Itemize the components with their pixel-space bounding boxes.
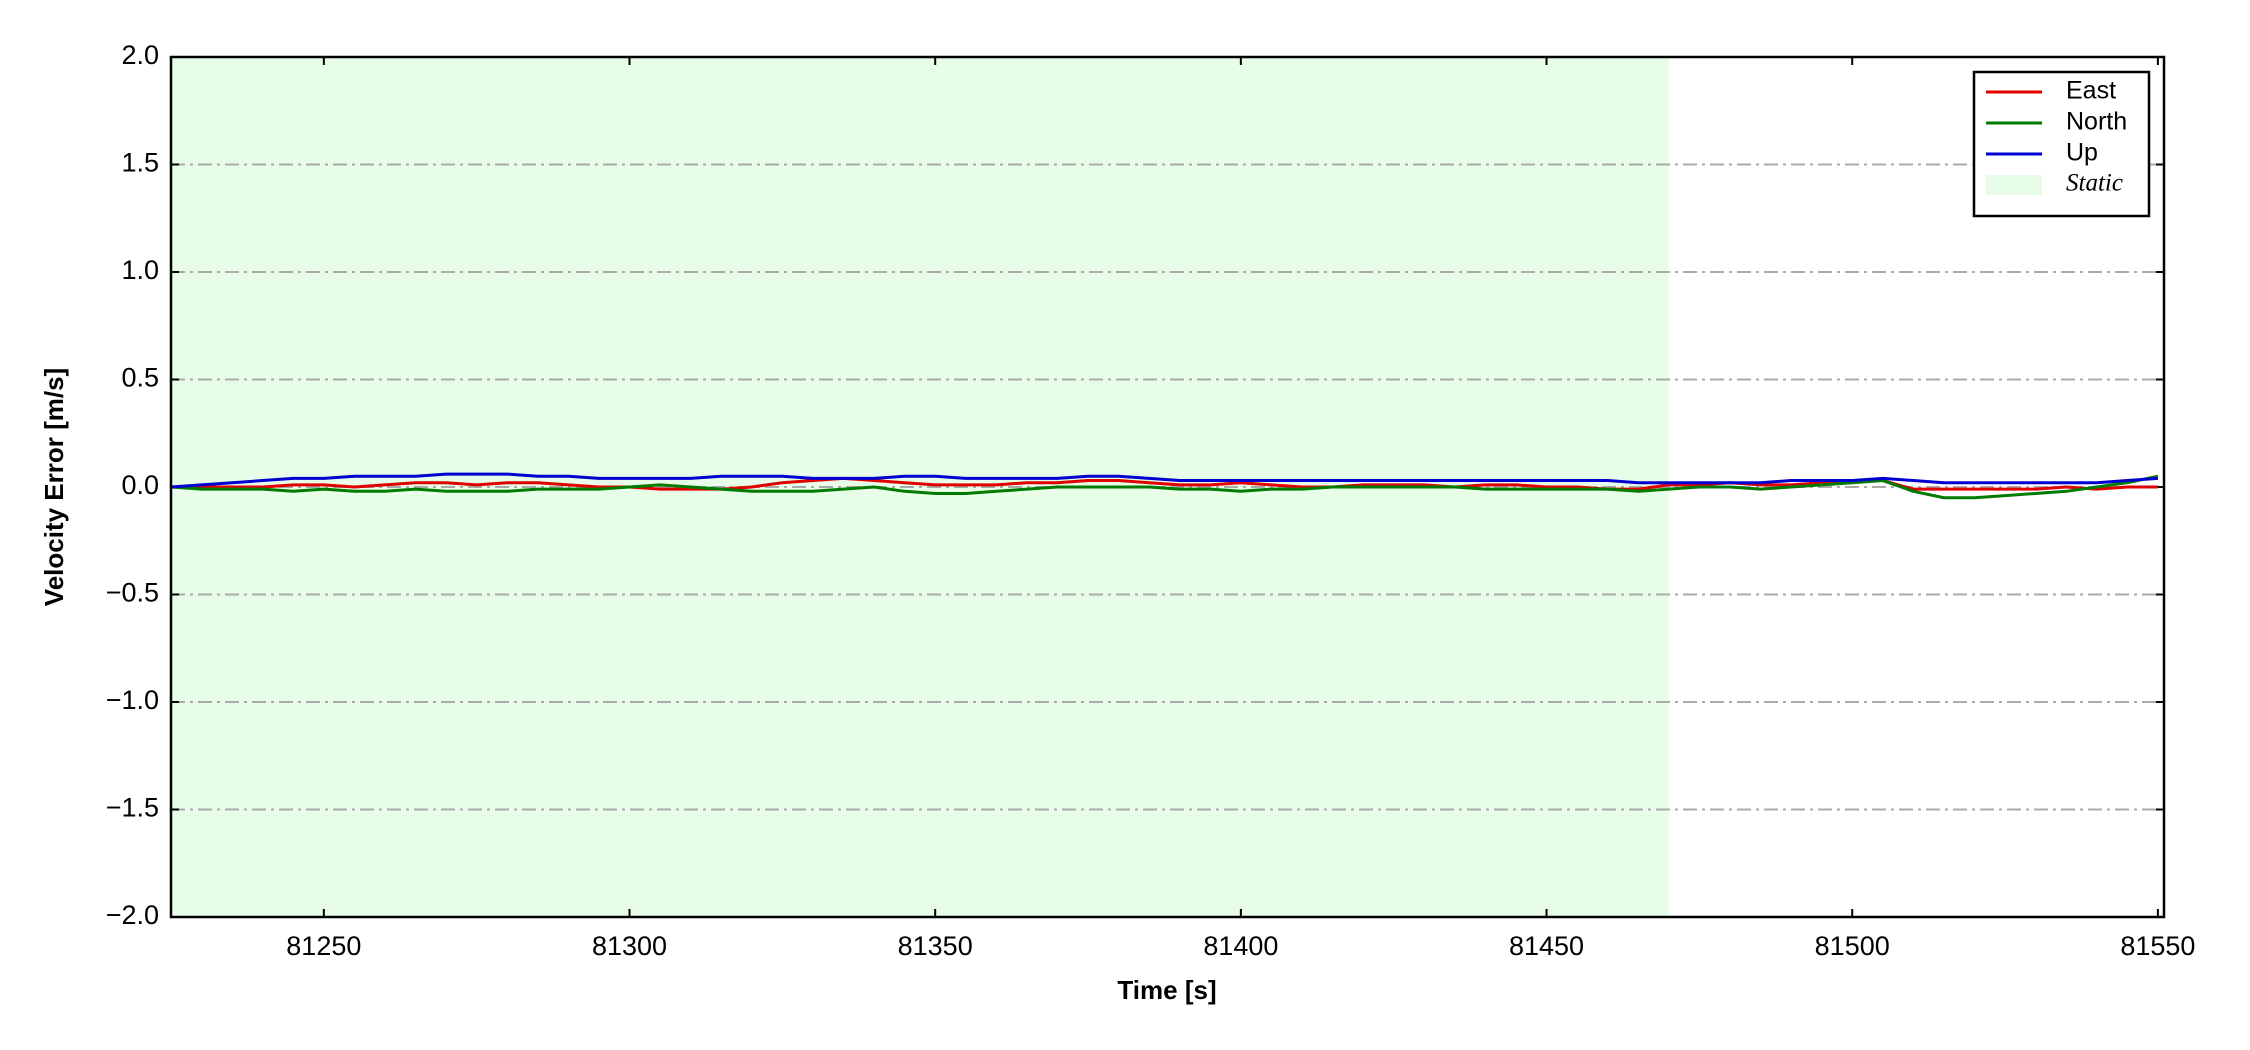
y-tick-label: 1.5 <box>121 148 159 178</box>
x-tick-label: 81300 <box>592 931 667 961</box>
y-tick-label: −2.0 <box>106 900 159 930</box>
y-tick-label: −1.0 <box>106 685 159 715</box>
legend-label: East <box>2066 77 2116 105</box>
y-tick-label: 2.0 <box>121 40 159 70</box>
x-tick-label: 81400 <box>1203 931 1278 961</box>
x-axis-label: Time [s] <box>1117 975 1216 1005</box>
y-tick-label: 0.0 <box>121 470 159 500</box>
y-tick-label: −1.5 <box>106 793 159 823</box>
legend-label: Static <box>2066 170 2123 197</box>
legend-label: Up <box>2066 139 2098 167</box>
y-axis-label: Velocity Error [m/s] <box>39 368 69 606</box>
x-tick-label: 81450 <box>1509 931 1584 961</box>
y-tick-label: 0.5 <box>121 363 159 393</box>
x-tick-label: 81550 <box>2120 931 2195 961</box>
x-tick-label: 81350 <box>898 931 973 961</box>
y-tick-label: 1.0 <box>121 255 159 285</box>
series-line <box>170 472 2158 489</box>
legend-label: North <box>2066 108 2127 136</box>
series-line <box>171 476 2158 491</box>
x-tick-label: 81500 <box>1815 931 1890 961</box>
legend-patch <box>1986 175 2042 195</box>
series-line <box>170 474 2159 500</box>
y-tick-label: −0.5 <box>106 578 159 608</box>
x-tick-label: 81250 <box>286 931 361 961</box>
plot-frame <box>169 55 2166 919</box>
